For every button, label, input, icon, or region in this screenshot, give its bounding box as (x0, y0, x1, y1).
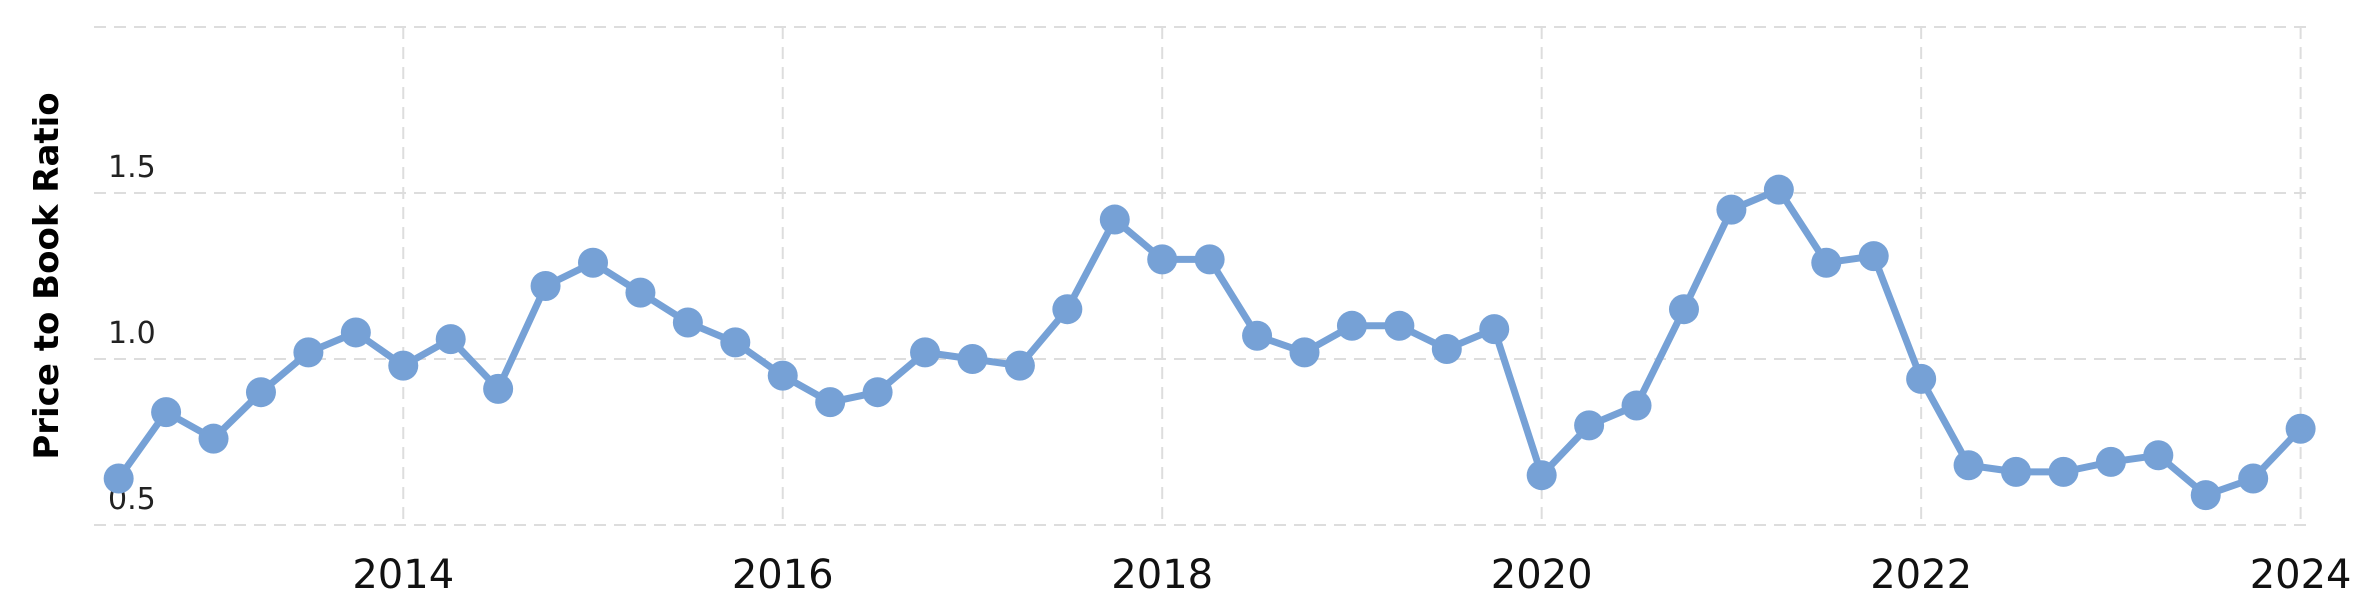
point (2190, 480, 2221, 511)
point (388, 350, 419, 381)
y-axis-label: Price to Book Ratio (27, 92, 67, 459)
point (1242, 320, 1273, 351)
x-tick-label: 2018 (1111, 552, 1213, 598)
x-tick-label: 2016 (732, 552, 834, 598)
point (1906, 363, 1937, 394)
point (1384, 310, 1415, 341)
point (2143, 440, 2174, 471)
point (1004, 350, 1035, 381)
point (767, 360, 798, 391)
point (672, 307, 703, 338)
point (1763, 174, 1794, 205)
x-tick-label: 2020 (1491, 552, 1593, 598)
x-tick-label: 2022 (1870, 552, 1972, 598)
point (1147, 244, 1178, 275)
point (245, 377, 276, 408)
point (198, 423, 229, 454)
point (340, 317, 371, 348)
point (1621, 390, 1652, 421)
point (1099, 204, 1130, 235)
x-tick-label: 2014 (352, 552, 454, 598)
y-tick-label: 1.5 (108, 150, 156, 185)
y-tick-label: 1.0 (108, 316, 156, 351)
point (578, 247, 609, 278)
point (1479, 314, 1510, 345)
point (1953, 450, 1984, 481)
point (957, 344, 988, 374)
point (483, 373, 514, 404)
point (2238, 463, 2269, 494)
x-tick-label: 2024 (2250, 552, 2352, 598)
point (910, 337, 941, 368)
point (103, 463, 134, 494)
point (2048, 456, 2079, 487)
point (1052, 294, 1083, 325)
point (1336, 310, 1367, 341)
point (1526, 460, 1557, 491)
point (1574, 410, 1605, 441)
point (2095, 446, 2126, 477)
point (1716, 194, 1747, 225)
point (720, 327, 751, 358)
point (862, 377, 893, 408)
point (1194, 244, 1225, 275)
point (1858, 241, 1889, 272)
point (530, 270, 561, 301)
point (435, 324, 466, 355)
point (151, 397, 182, 428)
point (815, 387, 846, 418)
point (1289, 337, 1320, 368)
point (2001, 456, 2032, 487)
point (625, 277, 656, 308)
point (1431, 334, 1462, 365)
point (1811, 247, 1842, 278)
point (293, 337, 324, 368)
point (2285, 413, 2316, 444)
point (1668, 294, 1699, 325)
